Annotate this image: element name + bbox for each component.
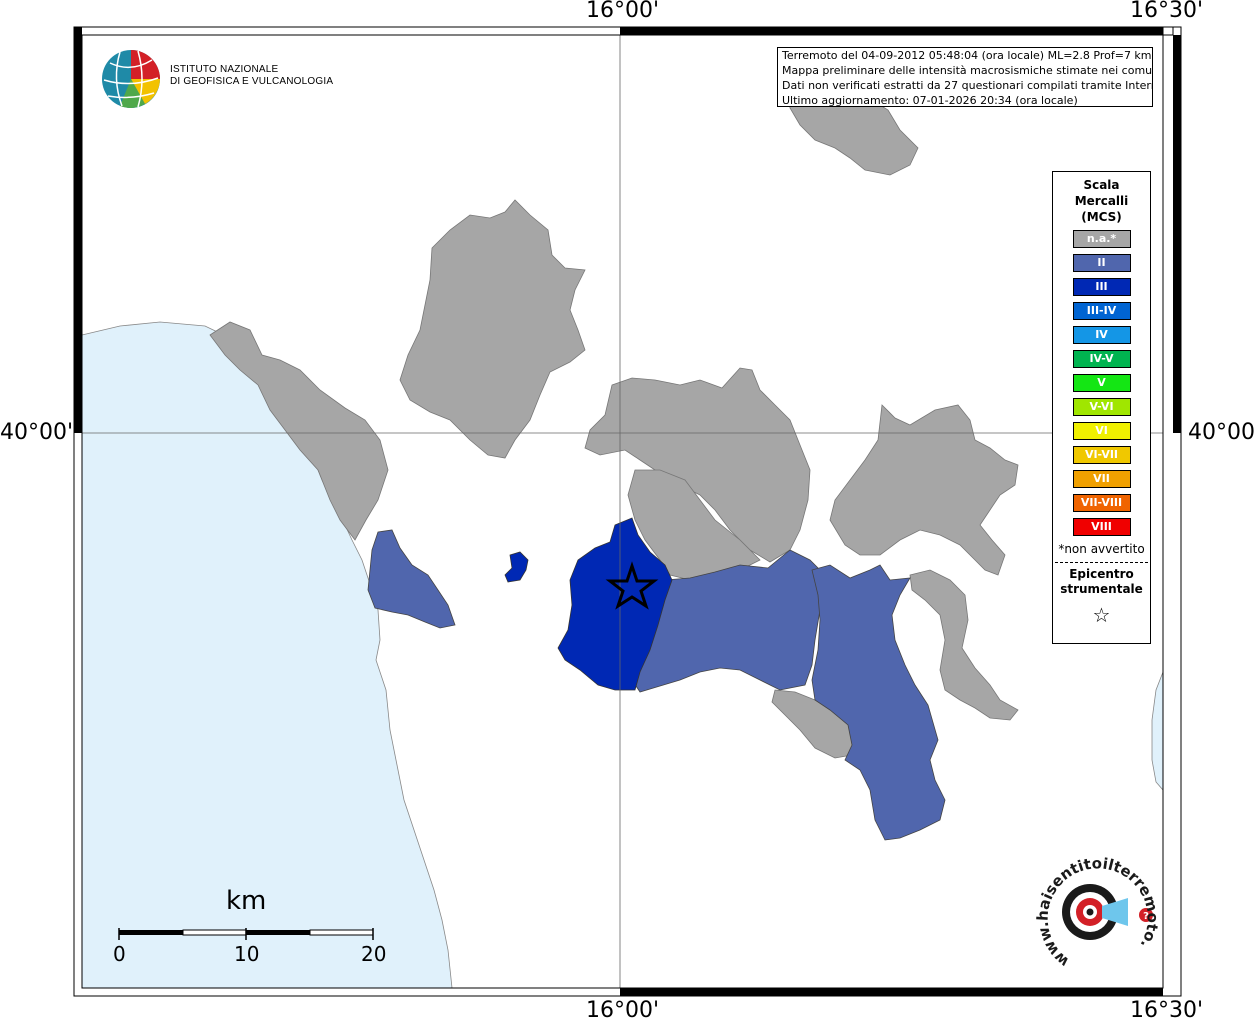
info-line-4: Ultimo aggiornamento: 07-01-2026 20:34 (… <box>782 94 1078 107</box>
info-line-2: Mappa preliminare delle intensità macros… <box>782 64 1153 77</box>
mcs-legend: Scala Mercalli (MCS) n.a.* II III III-IV IV I… <box>1052 171 1151 644</box>
frame-seg-bottom <box>620 988 1163 996</box>
legend-item: VIII <box>1072 518 1131 536</box>
legend-item: VII <box>1072 470 1131 488</box>
comune-na-5 <box>829 404 1019 576</box>
lon-top-left: 16°00' <box>586 0 660 23</box>
legend-item: III-IV <box>1072 302 1131 320</box>
scale-label-0: 0 <box>113 942 126 966</box>
legend-item: V <box>1072 374 1131 392</box>
legend-item: IV <box>1072 326 1131 344</box>
scale-title: km <box>226 886 267 916</box>
ingv-line1: ISTITUTO NAZIONALE <box>170 64 279 75</box>
legend-epi-1: Epicentro <box>1069 567 1134 581</box>
legend-item: IV-V <box>1072 350 1131 368</box>
comune-ii-1 <box>367 529 456 629</box>
ingv-name: ISTITUTO NAZIONALE DI GEOFISICA E VULCAN… <box>170 64 333 88</box>
frame-seg-corner <box>1162 26 1174 36</box>
lat-right: 40°00' <box>1188 420 1254 445</box>
epicenter-star <box>605 561 659 610</box>
comuni-not-available <box>209 81 1019 759</box>
comune-ii-3 <box>811 564 946 841</box>
legend-note: *non avvertito <box>1058 542 1145 556</box>
lat-left: 40°00' <box>0 420 74 445</box>
legend-item: V-VI <box>1072 398 1131 416</box>
legend-title-3: (MCS) <box>1081 210 1122 224</box>
comuni-intensity-II <box>367 529 946 841</box>
comune-iii-1 <box>557 517 673 691</box>
scale-label-10: 10 <box>234 942 260 966</box>
frame-seg-top-left <box>74 27 82 35</box>
legend-epicenter-label: Epicentro strumentale <box>1053 567 1150 597</box>
lon-bottom-right: 16°30' <box>1130 998 1204 1023</box>
lon-top-right: 16°30' <box>1130 0 1204 23</box>
event-info-box: Terremoto del 04-09-2012 05:48:04 (ora l… <box>777 47 1153 107</box>
scale-bar <box>118 928 374 940</box>
ingv-globe-icon <box>102 50 160 108</box>
legend-item: III <box>1072 278 1131 296</box>
legend-items: n.a.* II III III-IV IV IV-V V V-VI VI VI-VII VII VI… <box>1053 230 1150 536</box>
frame-seg-left <box>74 35 82 433</box>
comune-iii-2 <box>504 551 529 583</box>
comune-na-6 <box>909 569 1019 721</box>
legend-item: n.a.* <box>1072 230 1131 248</box>
legend-separator <box>1055 562 1148 563</box>
star-icon: ☆ <box>1092 603 1111 627</box>
comune-na-1 <box>209 321 389 541</box>
legend-epi-2: strumentale <box>1060 582 1143 596</box>
legend-title-1: Scala <box>1083 178 1120 192</box>
legend-item: VI <box>1072 422 1131 440</box>
legend-item: VII-VIII <box>1072 494 1131 512</box>
info-line-3: Dati non verificati estratti da 27 quest… <box>782 79 1153 92</box>
scale-label-20: 20 <box>361 942 387 966</box>
legend-item: VI-VII <box>1072 446 1131 464</box>
lon-bottom-left: 16°00' <box>586 998 660 1023</box>
svg-text:?: ? <box>1143 911 1149 922</box>
frame-seg-top <box>620 27 1163 35</box>
comuni-intensity-III <box>504 517 673 691</box>
frame-seg-right <box>1173 35 1181 433</box>
comune-na-2 <box>399 199 586 459</box>
legend-item: II <box>1072 254 1131 272</box>
legend-title-2: Mercalli <box>1074 194 1129 208</box>
legend-title: Scala Mercalli (MCS) <box>1053 172 1150 225</box>
ingv-line2: DI GEOFISICA E VULCANOLOGIA <box>170 76 334 87</box>
info-line-1: Terremoto del 04-09-2012 05:48:04 (ora l… <box>782 49 1152 62</box>
